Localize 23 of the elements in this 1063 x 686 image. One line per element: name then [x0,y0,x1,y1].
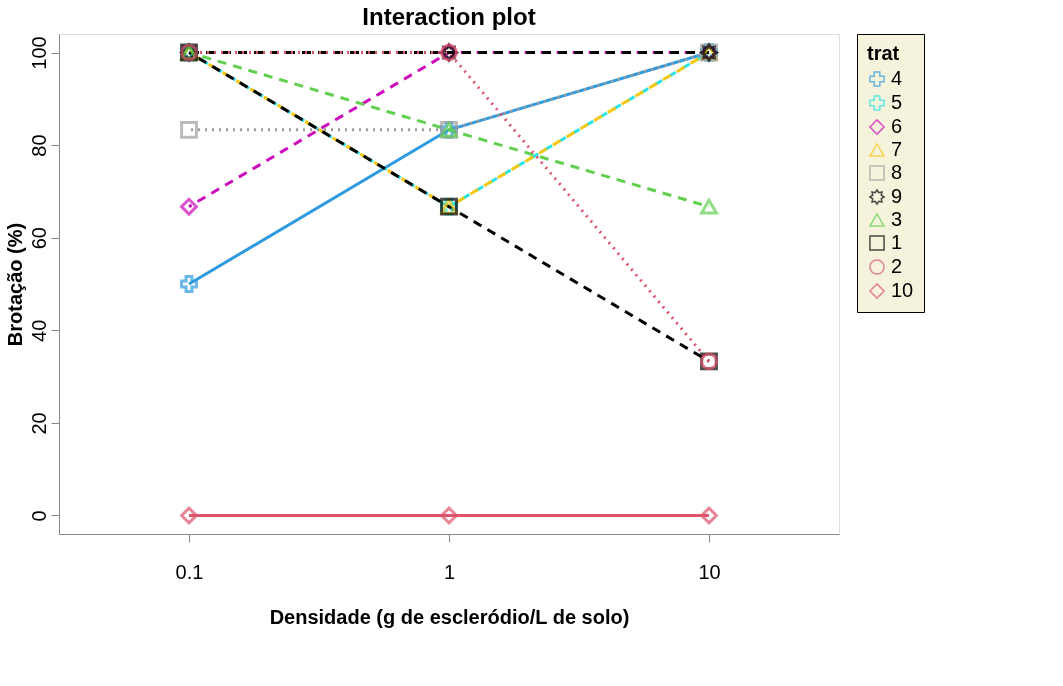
legend-title: trat [867,42,900,64]
y-tick-label: 20 [27,412,50,435]
y-axis-title: Brotação (%) [3,222,26,347]
y-tick-label: 100 [27,36,50,70]
legend-label: 7 [891,138,903,160]
x-tick-label: 0.1 [175,560,204,583]
legend-label: 5 [891,91,903,113]
legend-label: 6 [891,115,903,137]
legend-label: 10 [891,279,914,301]
legend-label: 4 [891,67,903,89]
x-tick-label: 1 [443,560,456,583]
x-tick-label: 10 [698,560,721,583]
legend-label: 2 [891,255,903,277]
y-tick-label: 60 [27,227,50,250]
y-tick-label: 80 [27,134,50,157]
legend-label: 8 [891,161,903,183]
x-axis-title: Densidade (g de escleródio/L de solo) [269,605,630,628]
chart-title: Interaction plot [362,2,536,30]
legend-label: 1 [891,231,903,253]
legend-label: 3 [891,208,903,230]
legend-label: 9 [891,185,903,207]
y-tick-label: 40 [27,319,50,342]
y-tick-label: 0 [27,510,50,522]
